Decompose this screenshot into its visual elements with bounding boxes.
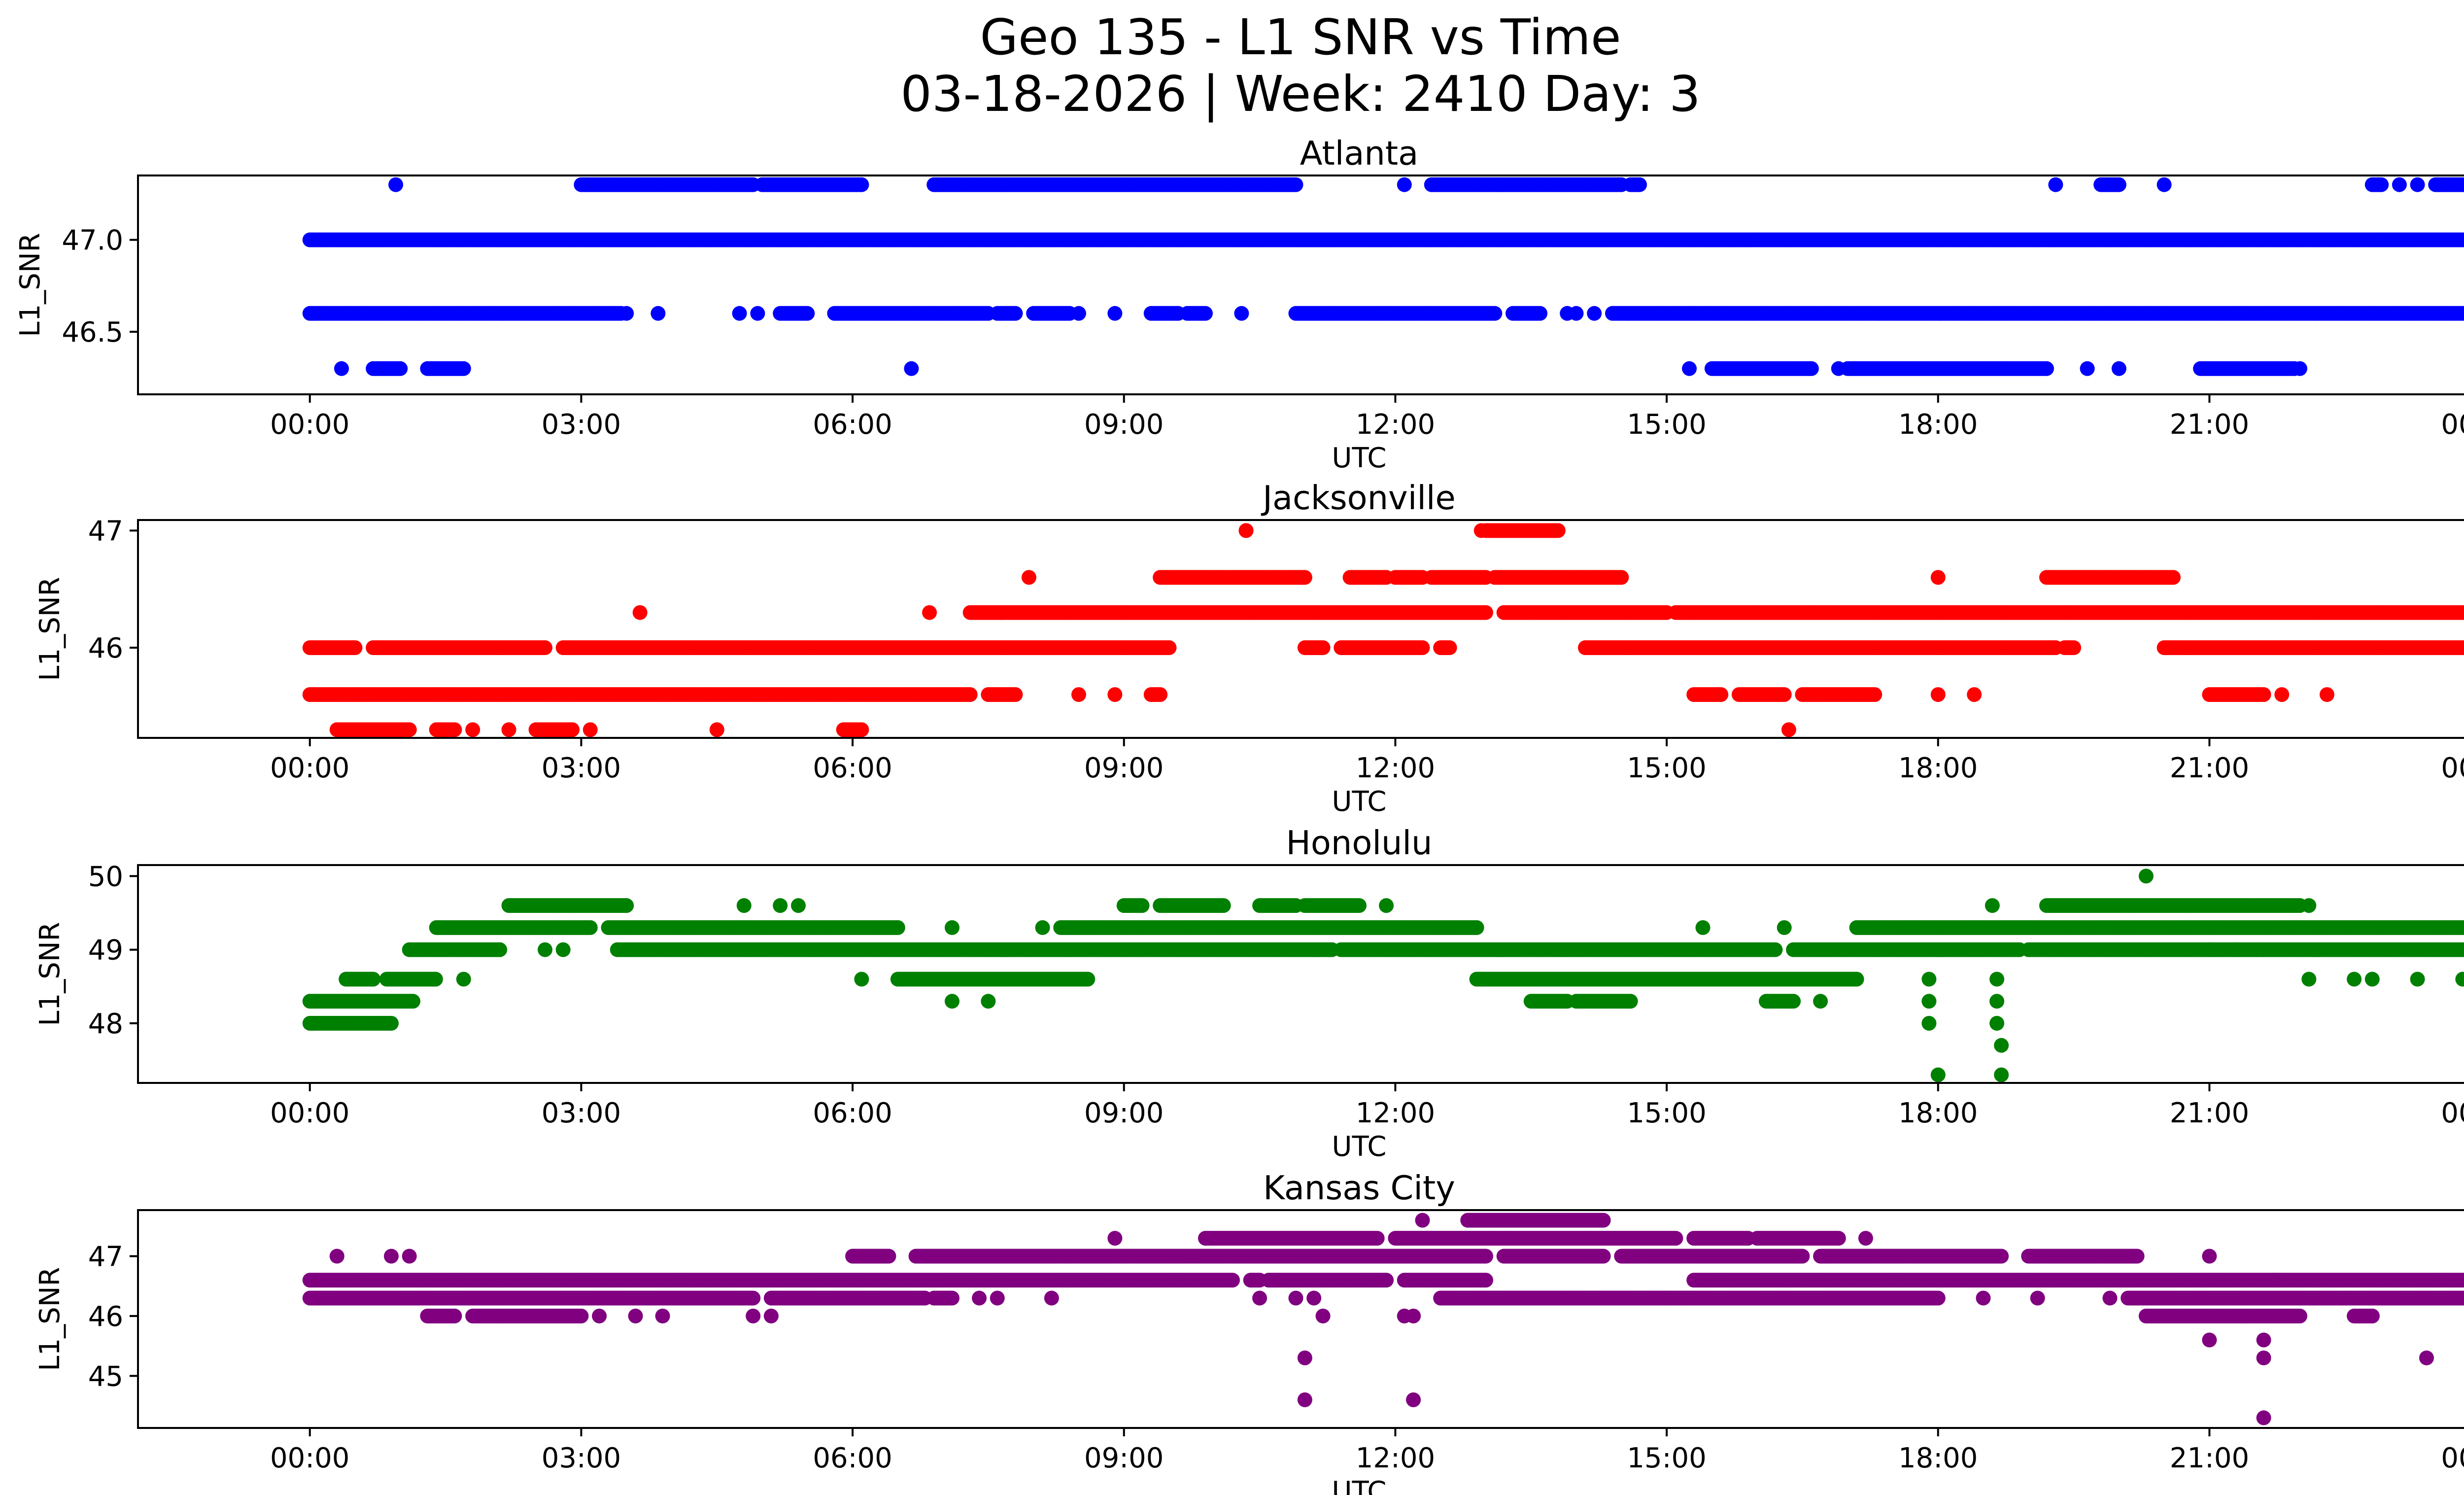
data-point [1533,306,1548,321]
data-point [2156,177,2172,192]
data-point [538,640,552,655]
data-point [2048,177,2063,192]
data-point [1632,177,1647,192]
data-point [1867,687,1882,702]
data-point [2066,640,2082,655]
data-point [565,722,580,737]
data-point [2111,361,2126,376]
scatter-series [302,177,2464,376]
data-point [2374,177,2389,192]
scatter-series [302,523,2464,737]
figure-title-line1: Geo 135 - L1 SNR vs Time [980,8,1621,66]
data-point [1415,640,1430,655]
data-point [1162,640,1177,655]
axes-frame [137,174,2464,395]
data-point [2461,178,2464,191]
data-point [2461,641,2464,654]
data-point [962,687,978,702]
data-point [1234,306,1249,321]
data-point [1071,306,1086,321]
data-point [2111,177,2126,192]
y-axis-label: L1_SNR [14,233,46,337]
data-point [904,361,919,376]
data-point [854,177,869,192]
subplot-title: Jacksonville [1261,479,1456,517]
data-point [1288,177,1303,192]
data-point [619,306,634,321]
data-point [1008,306,1023,321]
data-point [2392,177,2407,192]
data-point [800,306,815,321]
y-tick-label: 46.5 [62,316,123,348]
data-point [2293,361,2307,376]
data-point [1107,306,1123,321]
data-point [1315,640,1331,655]
x-tick-label: 00:00 [270,409,349,441]
data-point [456,361,471,376]
x-tick-label: 00:00 [2441,409,2464,441]
data-point [1442,640,1457,655]
data-point [1831,361,1846,376]
data-point [1804,361,1819,376]
data-point [2463,235,2464,244]
data-point [2410,177,2425,192]
data-point [334,361,349,376]
x-tick-label: 09:00 [1084,409,1164,441]
subplot-atlanta: Atlanta 00:00 03:00 06:00 09:00 12:00 15:00 18:… [14,134,2464,474]
data-point [1682,361,1697,376]
x-tick-label: 21:00 [2170,409,2249,441]
data-point [388,177,404,192]
data-point [347,640,363,655]
data-point [1487,306,1503,321]
data-point [1397,177,1412,192]
data-point [2080,361,2095,376]
x-axis-label: UTC [1332,442,1386,474]
x-tick-label: 12:00 [1356,409,1435,441]
x-tick-label: 03:00 [542,409,621,441]
data-point [2463,643,2464,652]
subplots: Atlanta 00:00 03:00 06:00 09:00 12:00 15:00 18:… [14,134,2464,1495]
x-tick-label: 06:00 [813,409,892,441]
data-point [2039,361,2054,376]
x-tick-label: 18:00 [1898,409,1978,441]
data-point [393,361,408,376]
data-point [2256,687,2271,702]
data-point [1478,605,1493,620]
data-point [1713,687,1729,702]
y-tick-label: 47.0 [62,225,123,257]
data-point [1008,687,1023,702]
data-point [1153,687,1168,702]
data-point [650,306,666,321]
data-point [2461,234,2464,246]
data-point [447,722,462,737]
figure-title-line2: 03-18-2026 | Week: 2410 Day: 3 [900,65,1700,123]
data-point [732,306,747,321]
data-point [1587,306,1602,321]
data-point [2455,306,2464,321]
data-point [2463,180,2464,189]
data-point [1777,687,1792,702]
data-point [750,306,765,321]
data-point [1198,306,1213,321]
data-point [854,722,869,737]
data-point [1569,306,1584,321]
data-point [402,722,417,737]
x-tick-label: 15:00 [1627,409,1706,441]
subplot-title: Atlanta [1300,134,1418,173]
